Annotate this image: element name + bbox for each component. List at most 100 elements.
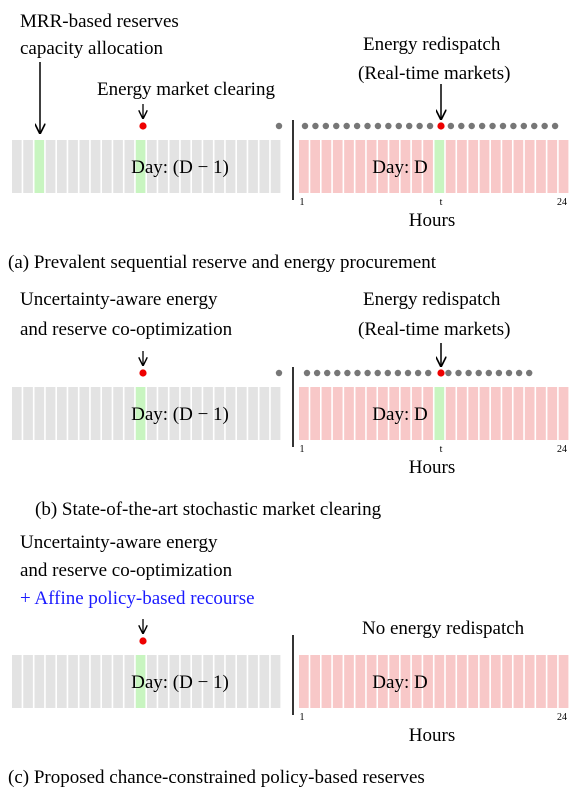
hour-bar <box>344 655 354 708</box>
label: capacity allocation <box>20 38 163 59</box>
hour-bar <box>400 655 411 708</box>
hour-bar <box>389 387 400 440</box>
hour-bar <box>434 655 445 708</box>
hour-bar <box>180 387 191 440</box>
axis-label: Hours <box>409 210 455 231</box>
hour-bar <box>113 140 123 193</box>
dot <box>475 369 482 377</box>
dot <box>515 369 523 377</box>
dot <box>404 369 412 377</box>
hour-bar <box>192 387 202 440</box>
hour-bar <box>79 387 90 440</box>
hour-bar <box>79 140 90 193</box>
hour-bar <box>90 387 101 440</box>
hour-bar <box>214 655 225 708</box>
hour-bar <box>102 140 112 193</box>
hour-bar <box>310 140 320 193</box>
hour-tick: 1 <box>300 197 305 208</box>
dot <box>485 369 492 377</box>
caption: (a) Prevalent sequential reserve and ene… <box>8 252 437 273</box>
hour-bar <box>468 140 479 193</box>
label: (Real-time markets) <box>358 63 510 84</box>
hour-bar <box>332 387 343 440</box>
hour-bar <box>479 140 490 193</box>
hour-bar <box>214 387 225 440</box>
dot <box>303 369 311 377</box>
dot <box>139 122 147 130</box>
dot <box>551 122 559 130</box>
hour-bar <box>147 140 157 193</box>
day-label: Day: D <box>372 157 427 178</box>
hour-bar <box>147 387 157 440</box>
dot <box>437 122 445 130</box>
hour-bar <box>270 387 281 440</box>
hour-bar <box>68 655 78 708</box>
label: (Real-time markets) <box>358 319 510 340</box>
hour-bar <box>45 140 56 193</box>
highlight: + Affine policy-based recourse <box>20 588 255 609</box>
dot <box>510 122 517 130</box>
label: and reserve co-optimization <box>20 560 233 581</box>
hour-bar <box>45 655 56 708</box>
hour-bar <box>411 387 422 440</box>
hour-bar <box>192 655 202 708</box>
hour-bar <box>502 387 512 440</box>
hour-bar <box>34 387 45 440</box>
dot <box>489 122 496 130</box>
label: and reserve co-optimization <box>20 319 233 340</box>
hour-bar <box>389 140 400 193</box>
label: MRR-based reserves <box>20 11 179 32</box>
dot <box>384 369 391 377</box>
hour-bar <box>524 655 535 708</box>
hour-bar <box>270 655 281 708</box>
hour-bar <box>355 140 366 193</box>
dot <box>499 122 507 130</box>
hour-bar <box>192 140 202 193</box>
panel: MRR-based reserves capacity allocation Ene… <box>8 11 569 273</box>
hour-bar <box>12 140 22 193</box>
dot <box>495 369 503 377</box>
hour-bar <box>57 655 67 708</box>
hour-bar <box>434 140 445 193</box>
hour-bar <box>248 140 258 193</box>
hour-bar <box>45 387 56 440</box>
hour-bar <box>34 140 45 193</box>
hour-bar <box>457 655 467 708</box>
dot <box>313 369 321 377</box>
hour-bar <box>524 387 535 440</box>
dot <box>301 122 309 130</box>
hour-bar <box>68 140 78 193</box>
hour-bar <box>355 655 366 708</box>
hour-bar <box>490 140 501 193</box>
hour-tick: t <box>440 444 443 455</box>
dot <box>374 122 382 130</box>
hour-bar <box>332 140 343 193</box>
hour-bar <box>502 140 512 193</box>
hour-bar <box>214 140 225 193</box>
dot <box>312 122 319 130</box>
dot <box>445 369 452 377</box>
hour-bar <box>411 655 422 708</box>
hour-bar <box>203 387 213 440</box>
hour-bar <box>113 655 123 708</box>
dot <box>275 122 283 130</box>
axis-label: Hours <box>409 725 455 746</box>
hour-bar <box>547 140 558 193</box>
hour-bar <box>68 387 78 440</box>
dot <box>416 122 423 130</box>
hour-bar <box>299 140 309 193</box>
day-label: Day: D <box>372 672 427 693</box>
hour-bar <box>158 387 168 440</box>
axis-label: Hours <box>409 457 455 478</box>
hour-bar <box>248 387 258 440</box>
hour-bar <box>400 140 411 193</box>
day-label: Day: D <box>372 404 427 425</box>
hour-bar <box>203 655 213 708</box>
hour-bar <box>102 387 112 440</box>
dot <box>344 369 351 377</box>
hour-bar <box>558 655 569 708</box>
label: Energy market clearing <box>97 79 275 100</box>
dot <box>353 122 361 130</box>
hour-tick: 24 <box>557 444 567 455</box>
